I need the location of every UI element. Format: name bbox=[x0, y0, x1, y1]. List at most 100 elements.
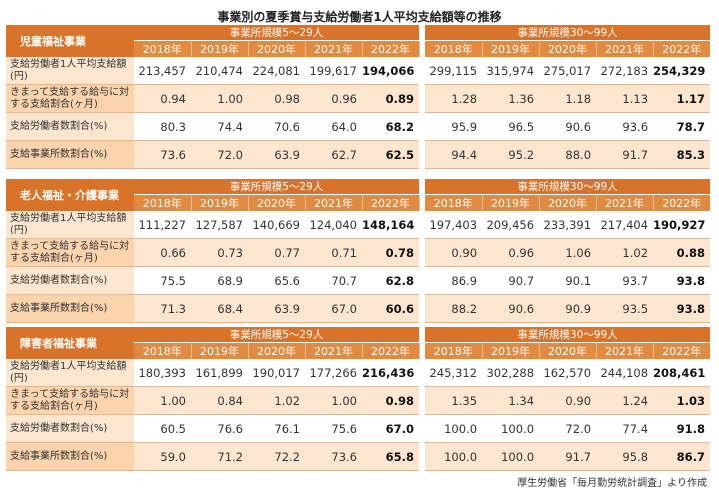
table-cell: 74.4 bbox=[191, 112, 248, 141]
year-header: 2019年 bbox=[191, 194, 249, 211]
table-cell: 1.06 bbox=[539, 238, 597, 267]
table-cell: 76.1 bbox=[248, 414, 305, 443]
table-cell: 140,669 bbox=[248, 211, 305, 239]
table-cell: 245,312 bbox=[425, 359, 483, 387]
table-cell: 70.6 bbox=[248, 112, 305, 141]
scale-header-small: 事業所規模5～29人 bbox=[134, 25, 420, 41]
table-cell: 63.9 bbox=[248, 294, 305, 323]
table-cell: 1.02 bbox=[248, 386, 305, 415]
table-cell: 1.28 bbox=[425, 84, 483, 113]
year-header: 2020年 bbox=[539, 40, 597, 57]
table-cell: 90.6 bbox=[482, 294, 540, 323]
year-header: 2018年 bbox=[425, 342, 483, 359]
year-header: 2020年 bbox=[248, 40, 306, 57]
year-header: 2022年 bbox=[653, 342, 711, 359]
row-label: 支給事業所数割合(%) bbox=[6, 294, 134, 323]
table-cell: 91.8 bbox=[653, 414, 711, 443]
table-cell: 0.98 bbox=[248, 84, 305, 113]
table-cell: 86.7 bbox=[653, 442, 711, 471]
table-cell: 217,404 bbox=[596, 211, 654, 239]
year-header: 2021年 bbox=[305, 342, 363, 359]
table-cell: 67.0 bbox=[305, 294, 362, 323]
table-row: 支給労働者数割合(%) 75.5 68.9 65.6 70.7 62.8 86.9 90.7 9… bbox=[6, 266, 711, 295]
table-cell: 0.96 bbox=[305, 84, 362, 113]
table-row: きまって支給する給与に対する支給割合(ヶ月) 0.66 0.73 0.77 0.71 0.… bbox=[6, 238, 711, 267]
table-cell: 96.5 bbox=[482, 112, 540, 141]
table-row: 支給事業所数割合(%) 71.3 68.4 63.9 67.0 60.6 88.2 90.6 9… bbox=[6, 294, 711, 323]
table-cell: 77.4 bbox=[596, 414, 654, 443]
table-cell: 1.17 bbox=[653, 84, 711, 113]
table-cell: 76.6 bbox=[191, 414, 248, 443]
table-cell: 95.2 bbox=[482, 140, 540, 169]
table-cell: 93.7 bbox=[596, 266, 654, 295]
data-table: 障害者福祉事業 事業所規模5～29人 事業所規模30～99人 2018年 2019年 20… bbox=[6, 327, 711, 471]
table-cell: 1.35 bbox=[425, 386, 483, 415]
table-cell: 209,456 bbox=[482, 211, 540, 239]
table-row: 支給労働者数割合(%) 60.5 76.6 76.1 75.6 67.0 100.0 100.… bbox=[6, 414, 711, 443]
row-label: 支給労働者1人平均支給額(円) bbox=[6, 211, 134, 239]
table-cell: 59.0 bbox=[134, 442, 191, 471]
table-cell: 127,587 bbox=[191, 211, 248, 239]
table-cell: 68.4 bbox=[191, 294, 248, 323]
scale-header-small: 事業所規模5～29人 bbox=[134, 327, 420, 343]
row-label: きまって支給する給与に対する支給割合(ヶ月) bbox=[6, 84, 134, 113]
table-cell: 70.7 bbox=[305, 266, 362, 295]
year-header: 2022年 bbox=[362, 342, 420, 359]
year-header: 2022年 bbox=[362, 194, 420, 211]
table-cell: 162,570 bbox=[539, 359, 597, 387]
year-header: 2021年 bbox=[596, 342, 654, 359]
table-cell: 1.36 bbox=[482, 84, 540, 113]
year-header: 2018年 bbox=[134, 40, 192, 57]
table-cell: 75.6 bbox=[305, 414, 362, 443]
row-label: 支給労働者1人平均支給額(円) bbox=[6, 57, 134, 85]
section-category-label: 児童福祉事業 bbox=[6, 25, 134, 57]
table-row: 支給労働者1人平均支給額(円) 111,227 127,587 140,669 124,… bbox=[6, 211, 711, 239]
row-label: 支給労働者数割合(%) bbox=[6, 112, 134, 141]
table-cell: 90.9 bbox=[539, 294, 597, 323]
scale-header-large: 事業所規模30～99人 bbox=[425, 25, 711, 41]
table-cell: 0.98 bbox=[362, 386, 420, 415]
table-cell: 1.24 bbox=[596, 386, 654, 415]
year-header: 2018年 bbox=[134, 194, 192, 211]
table-cell: 275,017 bbox=[539, 57, 597, 85]
section-table: 障害者福祉事業 事業所規模5～29人 事業所規模30～99人 2018年 2019年 20… bbox=[6, 327, 711, 471]
table-cell: 72.0 bbox=[539, 414, 597, 443]
table-cell: 254,329 bbox=[653, 57, 711, 85]
table-row: 支給事業所数割合(%) 59.0 71.2 72.2 73.6 65.8 100.0 100.… bbox=[6, 442, 711, 471]
table-cell: 190,927 bbox=[653, 211, 711, 239]
table-cell: 1.13 bbox=[596, 84, 654, 113]
table-cell: 0.84 bbox=[191, 386, 248, 415]
row-label: 支給労働者数割合(%) bbox=[6, 266, 134, 295]
table-cell: 244,108 bbox=[596, 359, 654, 387]
year-header: 2019年 bbox=[191, 342, 249, 359]
table-cell: 299,115 bbox=[425, 57, 483, 85]
table-cell: 272,183 bbox=[596, 57, 654, 85]
table-cell: 93.5 bbox=[596, 294, 654, 323]
table-cell: 111,227 bbox=[134, 211, 191, 239]
table-cell: 213,457 bbox=[134, 57, 191, 85]
table-cell: 68.9 bbox=[191, 266, 248, 295]
table-cell: 100.0 bbox=[482, 442, 540, 471]
table-cell: 124,040 bbox=[305, 211, 362, 239]
table-cell: 0.90 bbox=[425, 238, 483, 267]
table-cell: 80.3 bbox=[134, 112, 191, 141]
table-cell: 0.73 bbox=[191, 238, 248, 267]
year-header: 2019年 bbox=[482, 40, 540, 57]
year-header: 2020年 bbox=[248, 342, 306, 359]
table-cell: 88.2 bbox=[425, 294, 483, 323]
scale-header-large: 事業所規模30～99人 bbox=[425, 327, 711, 343]
table-cell: 75.5 bbox=[134, 266, 191, 295]
table-cell: 0.96 bbox=[482, 238, 540, 267]
table-cell: 100.0 bbox=[482, 414, 540, 443]
table-cell: 65.6 bbox=[248, 266, 305, 295]
table-cell: 63.9 bbox=[248, 140, 305, 169]
year-header: 2022年 bbox=[653, 40, 711, 57]
table-cell: 90.7 bbox=[482, 266, 540, 295]
scale-header-large: 事業所規模30～99人 bbox=[425, 179, 711, 195]
table-cell: 0.88 bbox=[653, 238, 711, 267]
table-cell: 73.6 bbox=[134, 140, 191, 169]
year-header: 2021年 bbox=[305, 194, 363, 211]
table-cell: 0.71 bbox=[305, 238, 362, 267]
table-cell: 0.77 bbox=[248, 238, 305, 267]
table-cell: 0.90 bbox=[539, 386, 597, 415]
